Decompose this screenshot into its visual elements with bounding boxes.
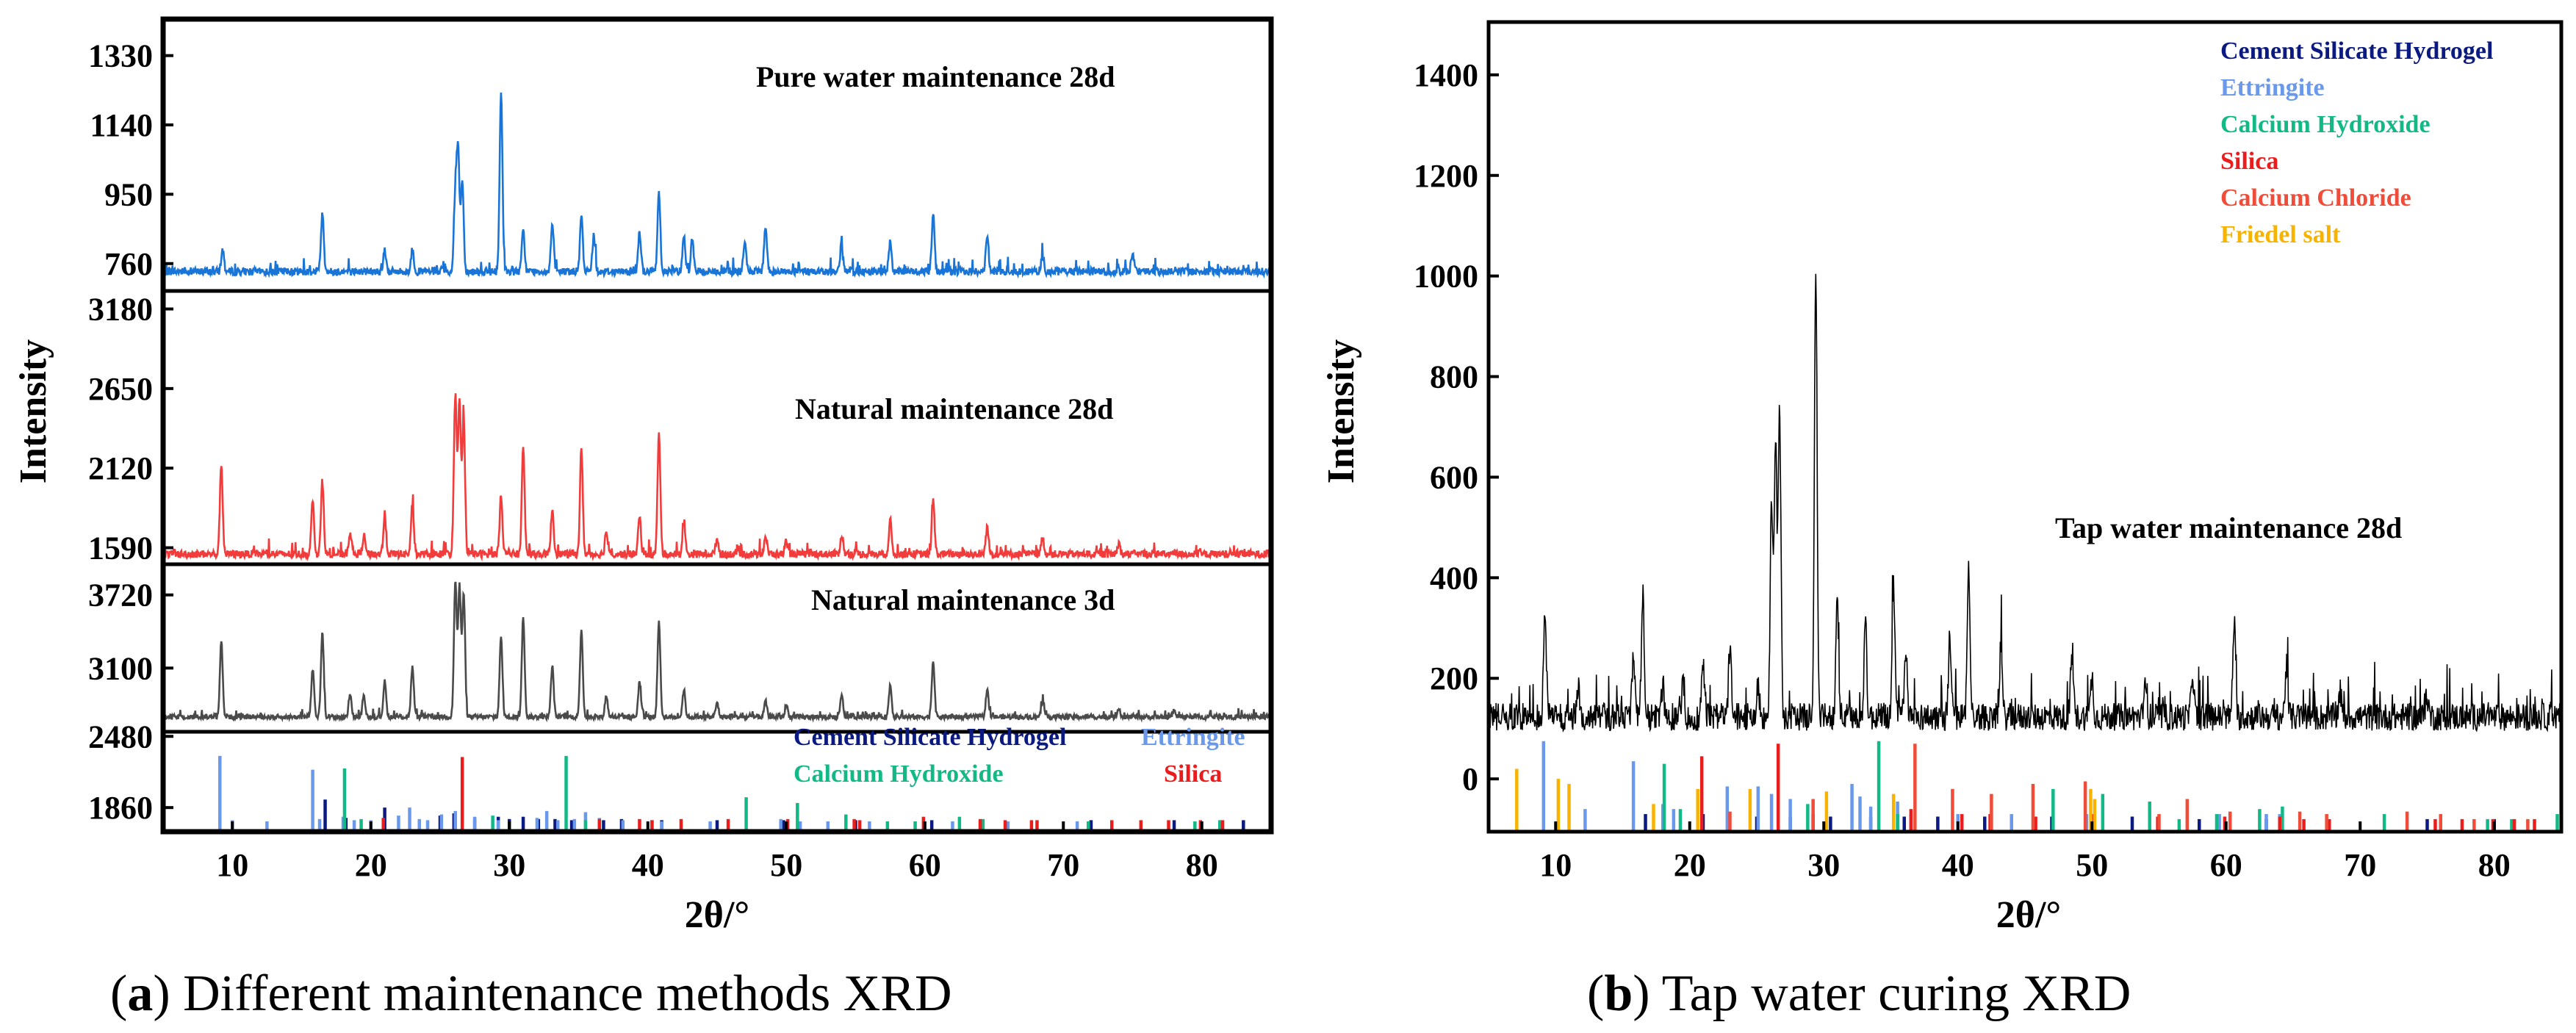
chart-b-x-tick-label: 30 [1807, 847, 1840, 883]
chart-a-traces [162, 92, 1273, 723]
chart-a-y-tick-label: 1590 [88, 530, 153, 566]
caption-b-letter: b [1604, 965, 1633, 1022]
chart-b-legend-calcium-chloride: Calcium Chloride [2220, 184, 2411, 212]
chart-b-y-tick-label: 0 [1462, 761, 1478, 797]
chart-b-x-tick-label: 10 [1539, 847, 1572, 883]
chart-b-y-axis-title: Intensity [1320, 339, 1362, 483]
chart-b-trace [1488, 273, 2562, 733]
chart-a-y-tick-label: 2480 [88, 719, 153, 755]
chart-a-panel-label-natural-3d: Natural maintenance 3d [811, 583, 1115, 616]
chart-a-y-tick-label: 1860 [88, 790, 153, 826]
chart-b-x-ticks: 10 20 30 40 50 60 70 80 [1539, 821, 2511, 883]
chart-b-legend-ettringite: Ettringite [2220, 74, 2325, 101]
chart-a-series-pure-water-maintenance-28d [162, 92, 1273, 279]
chart-a-y-tick-label: 2650 [88, 371, 153, 407]
caption-b-text: Tap water curing XRD [1650, 965, 2131, 1022]
chart-b-plot-frame [1486, 20, 2564, 834]
chart-a-x-tick-label: 60 [909, 847, 941, 883]
chart-a-reference-lines [218, 755, 1245, 832]
chart-b-series-tap-water-maintenance-28d [1488, 273, 2562, 733]
chart-a-y-tick-label: 950 [104, 176, 153, 212]
chart-a-series-natural-maintenance-3d [162, 581, 1272, 723]
caption-a: (a) Different maintenance methods XRD [110, 965, 952, 1022]
chart-a-legend-cement: Cement Silicate Hydrogel [794, 724, 1066, 751]
chart-b-y-tick-label: 200 [1430, 661, 1478, 697]
chart-b-x-tick-label: 70 [2344, 847, 2376, 883]
chart-a-x-tick-label: 80 [1186, 847, 1218, 883]
chart-a-plot-frame [160, 16, 1274, 835]
chart-a-series-natural-maintenance-28d [162, 393, 1273, 562]
chart-b-legend-silica: Silica [2220, 148, 2278, 175]
chart-a-y-tick-label: 1330 [88, 38, 153, 74]
chart-a-legend-silica: Silica [1164, 760, 1222, 788]
chart-b-x-tick-label: 60 [2210, 847, 2242, 883]
chart-b-series-label: Tap water maintenance 28d [2055, 511, 2402, 544]
chart-a-y-tick-label: 2120 [88, 450, 153, 486]
caption-a-text: Different maintenance methods XRD [170, 965, 952, 1022]
chart-b: 1400 1200 1000 800 600 400 200 0 10 20 30 40 50 60 70… [1320, 20, 2564, 936]
chart-a-x-axis-title: 2θ/° [685, 894, 749, 936]
chart-b-y-ticks: 1400 1200 1000 800 600 400 200 0 [1414, 57, 1499, 797]
chart-a-x-tick-label: 20 [355, 847, 387, 883]
chart-b-y-tick-label: 1400 [1414, 57, 1478, 93]
chart-b-reference-lines [1515, 741, 2559, 832]
chart-a-legend-ettringite: Ettringite [1141, 724, 1245, 751]
chart-a-panel-label-pure-water: Pure water maintenance 28d [756, 60, 1115, 93]
chart-b-legend-cement: Cement Silicate Hydrogel [2220, 37, 2493, 65]
chart-b-x-tick-label: 80 [2478, 847, 2511, 883]
chart-b-y-tick-label: 800 [1430, 359, 1478, 395]
chart-a-panel-label-natural-28d: Natural maintenance 28d [795, 392, 1113, 425]
chart-a-y-tick-label: 3180 [88, 292, 153, 328]
chart-b-legend-friedel-salt: Friedel salt [2220, 221, 2341, 248]
chart-b-x-tick-label: 40 [1942, 847, 1974, 883]
chart-a-x-tick-label: 30 [493, 847, 525, 883]
chart-b-x-tick-label: 20 [1674, 847, 1706, 883]
chart-a-y-tick-label: 760 [104, 246, 153, 282]
chart-a-y-ticks: 1330 1140 950 760 3180 2650 2120 1590 3720 3100 24… [88, 38, 173, 826]
chart-b-x-axis-title: 2θ/° [1996, 894, 2061, 936]
caption-a-letter: a [127, 965, 153, 1022]
chart-a-legend-calcium-hydroxide: Calcium Hydroxide [794, 760, 1004, 788]
chart-a-x-tick-label: 50 [770, 847, 802, 883]
chart-a-y-tick-label: 3100 [88, 650, 153, 686]
chart-b-y-tick-label: 1000 [1414, 259, 1478, 295]
chart-b-y-tick-label: 1200 [1414, 158, 1478, 194]
chart-b-y-tick-label: 600 [1430, 459, 1478, 495]
chart-a-x-tick-label: 40 [632, 847, 664, 883]
chart-b-y-tick-label: 400 [1430, 560, 1478, 596]
chart-a: 1330 1140 950 760 3180 2650 2120 1590 3720 3100 24… [12, 16, 1274, 936]
chart-b-legend-calcium-hydroxide: Calcium Hydroxide [2220, 111, 2431, 138]
chart-a-y-axis-title: Intensity [12, 339, 54, 483]
chart-a-x-tick-label: 70 [1047, 847, 1079, 883]
chart-a-y-tick-label: 1140 [90, 107, 153, 143]
caption-b: (b) Tap water curing XRD [1587, 965, 2131, 1022]
chart-a-y-tick-label: 3720 [88, 577, 153, 613]
chart-b-x-tick-label: 50 [2076, 847, 2108, 883]
chart-a-x-ticks: 10 20 30 40 50 60 70 80 [216, 821, 1218, 883]
chart-a-x-tick-label: 10 [216, 847, 248, 883]
